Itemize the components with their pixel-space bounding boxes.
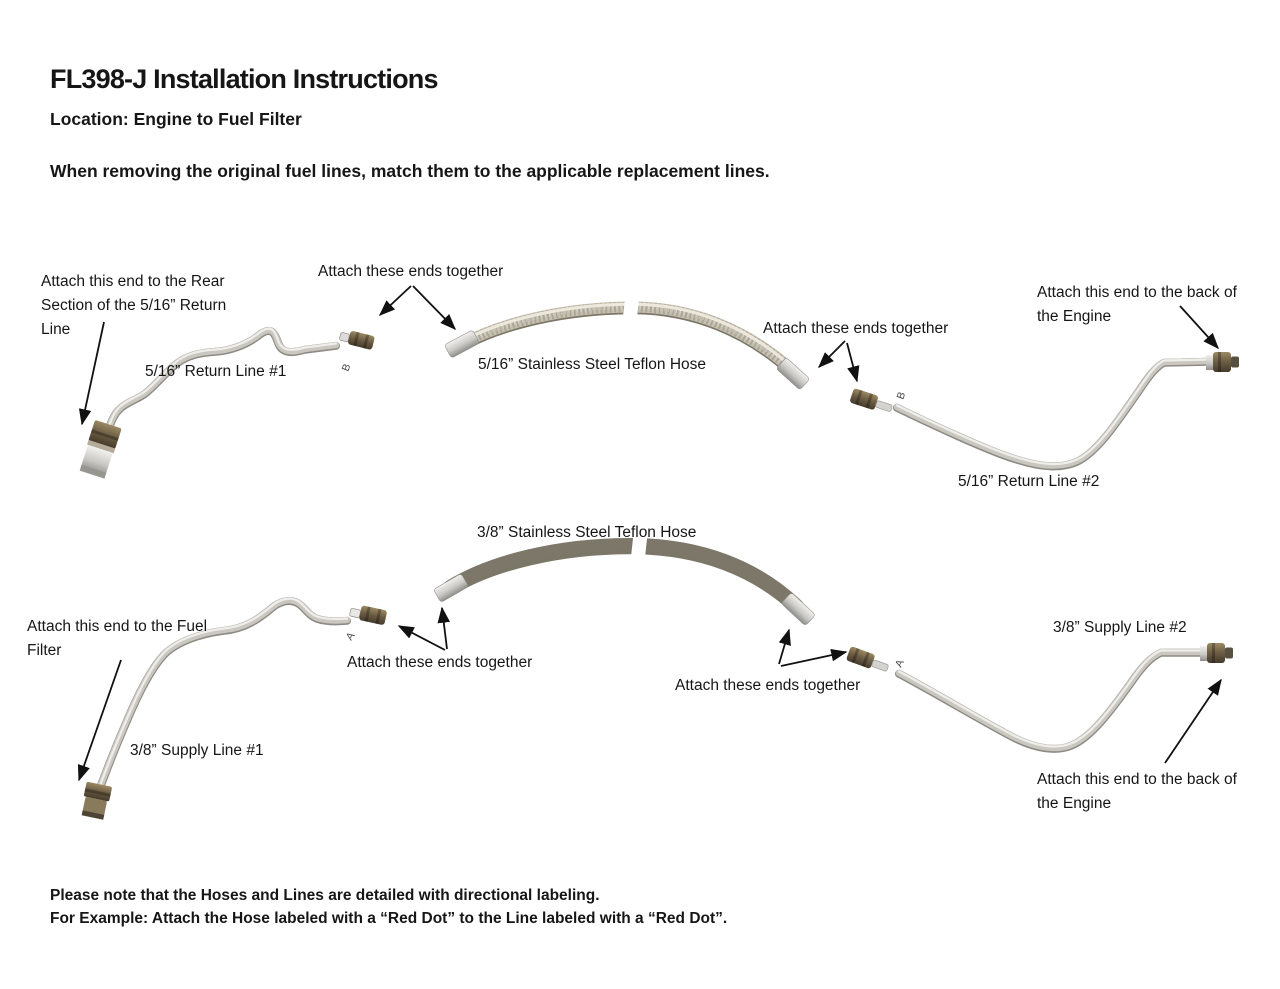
note-attach-together-top-left: Attach these ends together — [318, 263, 504, 280]
page-title: FL398-J Installation Instructions — [50, 64, 438, 94]
hose-ferrule — [777, 358, 809, 390]
return-line-1-image — [79, 329, 336, 479]
note-line: Filter — [27, 642, 62, 659]
note-line: Section of the 5/16” Return — [41, 297, 227, 314]
callout-arrow — [397, 625, 446, 651]
union-fitting-top-left — [339, 331, 375, 350]
note-attach-together-top-right: Attach these ends together — [763, 320, 949, 337]
direction-marker-a1: A — [344, 630, 358, 643]
supply-line-2-engine-fitting — [1200, 643, 1233, 663]
intro-text: When removing the original fuel lines, m… — [50, 161, 770, 181]
note-line: Line — [41, 321, 71, 338]
callout-arrow — [78, 321, 105, 426]
return-line-2-image — [897, 352, 1239, 466]
callout-arrow — [780, 648, 848, 667]
note-attach-together-bottom-left: Attach these ends together — [347, 654, 533, 671]
label-supply-line-2: 3/8” Supply Line #2 — [1053, 619, 1187, 636]
return-line-2-engine-fitting — [1206, 352, 1239, 372]
note-line: Attach this end to the back of — [1037, 284, 1237, 301]
hose-ferrule — [445, 330, 479, 358]
callout-arrows — [77, 285, 1222, 782]
teflon-hose-38-image — [434, 535, 815, 625]
callout-arrow — [77, 659, 122, 782]
direction-marker-a2: A — [893, 658, 907, 669]
supply-line-1-end-fitting — [81, 781, 112, 820]
note-rear-section: Attach this end to the Rear Section of t… — [41, 270, 226, 342]
note-fuel-filter: Attach this end to the Fuel Filter — [27, 615, 207, 663]
union-fitting-bottom-left — [349, 605, 387, 625]
note-line: Attach this end to the Rear — [41, 273, 225, 290]
note-line: Attach this end to the Fuel — [27, 618, 208, 635]
callout-arrow — [846, 342, 860, 383]
supply-line-1-image — [81, 599, 347, 820]
direction-marker-b2: B — [895, 390, 909, 401]
label-return-line-2: 5/16” Return Line #2 — [958, 473, 1100, 490]
note-attach-together-bottom-right: Attach these ends together — [675, 677, 861, 694]
label-return-line-1: 5/16” Return Line #1 — [145, 363, 287, 380]
return-line-1-end-fitting — [79, 420, 122, 479]
callout-arrow — [1164, 678, 1222, 764]
note-engine-bottom: Attach this end to the back of the Engin… — [1037, 768, 1237, 816]
footer-line-1: Please note that the Hoses and Lines are… — [50, 887, 600, 904]
note-engine-top: Attach this end to the back of the Engin… — [1037, 281, 1237, 329]
note-line: the Engine — [1037, 308, 1112, 325]
teflon-hose-516-image — [445, 295, 809, 390]
union-fitting-bottom-right — [846, 646, 889, 672]
hose-ferrule — [434, 574, 468, 602]
footer-note: Please note that the Hoses and Lines are… — [50, 884, 727, 930]
label-teflon-hose-38: 3/8” Stainless Steel Teflon Hose — [477, 524, 697, 541]
hose-gap — [622, 295, 640, 321]
callout-arrow — [412, 285, 457, 331]
callout-arrow — [1179, 305, 1219, 350]
hose-gap — [630, 535, 648, 562]
direction-marker-b1: B — [340, 362, 354, 373]
callout-arrow — [817, 340, 846, 369]
note-line: Attach this end to the back of — [1037, 771, 1237, 788]
label-teflon-hose-516: 5/16” Stainless Steel Teflon Hose — [478, 356, 707, 373]
footer-line-2: For Example: Attach the Hose labeled wit… — [50, 910, 728, 927]
hose-ferrule — [782, 593, 815, 625]
supply-line-2-image — [899, 643, 1233, 749]
callout-arrow — [778, 628, 791, 665]
note-line: the Engine — [1037, 795, 1112, 812]
union-fitting-top-right — [850, 388, 893, 412]
callout-arrow — [437, 606, 451, 650]
label-supply-line-1: 3/8” Supply Line #1 — [130, 742, 264, 759]
callout-arrow — [378, 285, 412, 316]
location-subtitle: Location: Engine to Fuel Filter — [50, 109, 302, 129]
